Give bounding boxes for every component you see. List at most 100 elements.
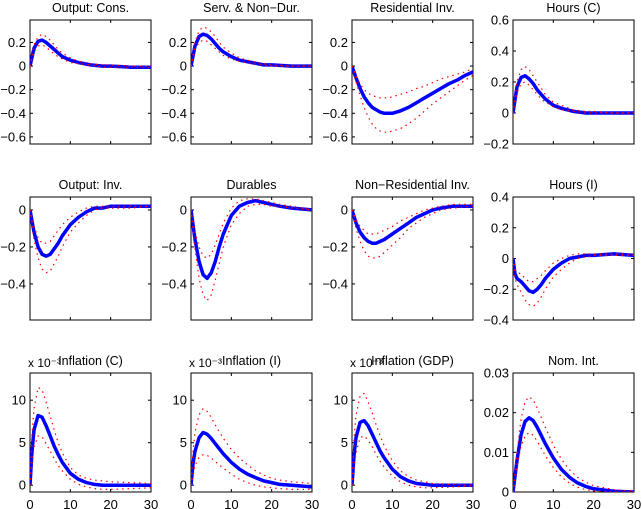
subplot-title: Nom. Int. bbox=[548, 354, 599, 368]
subplot-0: −0.6 −0.4 −0.2 0 0.2 Output: Cons. bbox=[0, 1, 152, 145]
subplot-title: Hours (C) bbox=[546, 1, 600, 15]
median-line bbox=[191, 32, 312, 68]
median-line bbox=[513, 416, 634, 492]
y-tick-label: 0 bbox=[19, 202, 26, 217]
y-tick-label: −0.4 bbox=[322, 106, 348, 121]
median-line bbox=[30, 413, 151, 487]
median-line bbox=[352, 418, 473, 487]
upper-band-line bbox=[352, 203, 473, 235]
x-tick-label: 20 bbox=[425, 497, 439, 509]
y-tick-label: 10 bbox=[12, 393, 26, 408]
upper-band-line bbox=[30, 205, 151, 244]
x-tick-label: 20 bbox=[264, 497, 278, 509]
upper-band-line bbox=[30, 386, 151, 486]
y-tick-label: 0 bbox=[502, 251, 509, 266]
y-tick-label: −0.2 bbox=[483, 137, 509, 152]
y-tick-label: 0 bbox=[19, 478, 26, 493]
y-tick-label: −0.6 bbox=[322, 129, 348, 144]
y-tick-label: 0.4 bbox=[491, 190, 509, 205]
median-line bbox=[352, 204, 473, 245]
y-tick-label: 0.6 bbox=[491, 13, 509, 28]
y-tick-label: −0.4 bbox=[161, 106, 187, 121]
y-tick-label: 10 bbox=[334, 393, 348, 408]
x-tick-label: 20 bbox=[586, 497, 600, 509]
median-line bbox=[30, 38, 151, 69]
y-tick-label: 0.2 bbox=[491, 220, 509, 235]
upper-band-line bbox=[191, 26, 312, 67]
y-tick-label: 0 bbox=[341, 59, 348, 74]
y-tick-label: 10 bbox=[173, 393, 187, 408]
subplot-title: Non−Residential Inv. bbox=[355, 178, 470, 192]
y-tick-label: 0 bbox=[502, 106, 509, 121]
y-tick-label: −0.6 bbox=[0, 129, 26, 144]
y-tick-label: −0.2 bbox=[161, 239, 187, 254]
y-tick-label: −0.4 bbox=[322, 276, 348, 291]
x-tick-label: 30 bbox=[144, 497, 158, 509]
subplot-9: 0 5 10 0 10 20 30 x 10⁻³ Inflation (I) bbox=[173, 354, 320, 509]
y-tick-label: 0.02 bbox=[484, 405, 509, 420]
y-tick-label: −0.2 bbox=[322, 82, 348, 97]
y-tick-label: 0 bbox=[341, 478, 348, 493]
upper-band-line bbox=[191, 198, 312, 259]
upper-band-line bbox=[513, 65, 634, 114]
y-tick-label: 5 bbox=[180, 435, 187, 450]
x-tick-label: 0 bbox=[26, 497, 33, 509]
x-tick-label: 10 bbox=[224, 497, 238, 509]
y-tick-label: 5 bbox=[19, 435, 26, 450]
axes-box bbox=[29, 196, 152, 321]
y-tick-label: 0 bbox=[180, 59, 187, 74]
y-tick-label: 0.03 bbox=[484, 366, 509, 381]
y-tick-label: −0.2 bbox=[322, 239, 348, 254]
median-line bbox=[513, 252, 634, 295]
axes-box bbox=[29, 19, 152, 145]
subplot-title: Inflation (I) bbox=[222, 354, 281, 368]
y-tick-label: 0 bbox=[341, 202, 348, 217]
median-line bbox=[191, 198, 312, 281]
subplot-title: Serv. & Non−Dur. bbox=[203, 1, 300, 15]
x-tick-label: 30 bbox=[305, 497, 319, 509]
axes-box bbox=[190, 372, 313, 493]
y-tick-label: 0 bbox=[180, 202, 187, 217]
subplot-1: −0.6 −0.4 −0.2 0 0.2 Serv. & Non−Dur. bbox=[161, 1, 313, 145]
subplot-title: Residential Inv. bbox=[370, 1, 455, 15]
y-tick-label: 5 bbox=[341, 435, 348, 450]
y-exponent-label: x 10⁻³ bbox=[350, 356, 383, 370]
axes-box bbox=[190, 196, 313, 321]
median-line bbox=[352, 65, 473, 116]
y-exponent-label: x 10⁻³ bbox=[28, 356, 61, 370]
lower-band-line bbox=[191, 39, 312, 67]
subplot-6: −0.4 −0.2 0 Non−Residential Inv. bbox=[322, 178, 474, 321]
median-line bbox=[30, 204, 151, 258]
y-tick-label: 0.2 bbox=[8, 35, 26, 50]
axes-box bbox=[351, 196, 474, 321]
y-tick-label: −0.2 bbox=[161, 82, 187, 97]
y-tick-label: −0.4 bbox=[483, 313, 509, 328]
subplot-title: Output: Cons. bbox=[52, 1, 129, 15]
subplot-5: −0.4 −0.2 0 Durables bbox=[161, 178, 313, 321]
subplot-title: Output: Inv. bbox=[59, 178, 123, 192]
upper-band-line bbox=[352, 65, 473, 99]
y-tick-label: −0.4 bbox=[0, 106, 26, 121]
x-tick-label: 30 bbox=[466, 497, 480, 509]
x-tick-label: 10 bbox=[385, 497, 399, 509]
y-tick-label: −0.4 bbox=[0, 276, 26, 291]
median-line bbox=[191, 430, 312, 489]
y-tick-label: −0.2 bbox=[0, 239, 26, 254]
subplot-title: Hours (I) bbox=[549, 178, 598, 192]
y-tick-label: 0.2 bbox=[169, 35, 187, 50]
y-exponent-label: x 10⁻³ bbox=[189, 356, 222, 370]
x-tick-label: 0 bbox=[187, 497, 194, 509]
y-tick-label: 0.2 bbox=[491, 75, 509, 90]
lower-band-line bbox=[513, 81, 634, 114]
x-tick-label: 0 bbox=[348, 497, 355, 509]
lower-band-line bbox=[513, 254, 634, 307]
x-tick-label: 10 bbox=[63, 497, 77, 509]
subplot-title: Inflation (GDP) bbox=[371, 354, 454, 368]
subplot-2: −0.6 −0.4 −0.2 0 0.2 Residential Inv. bbox=[322, 1, 474, 145]
y-tick-label: 0 bbox=[180, 478, 187, 493]
lower-band-line bbox=[191, 203, 312, 302]
upper-band-line bbox=[30, 33, 151, 67]
